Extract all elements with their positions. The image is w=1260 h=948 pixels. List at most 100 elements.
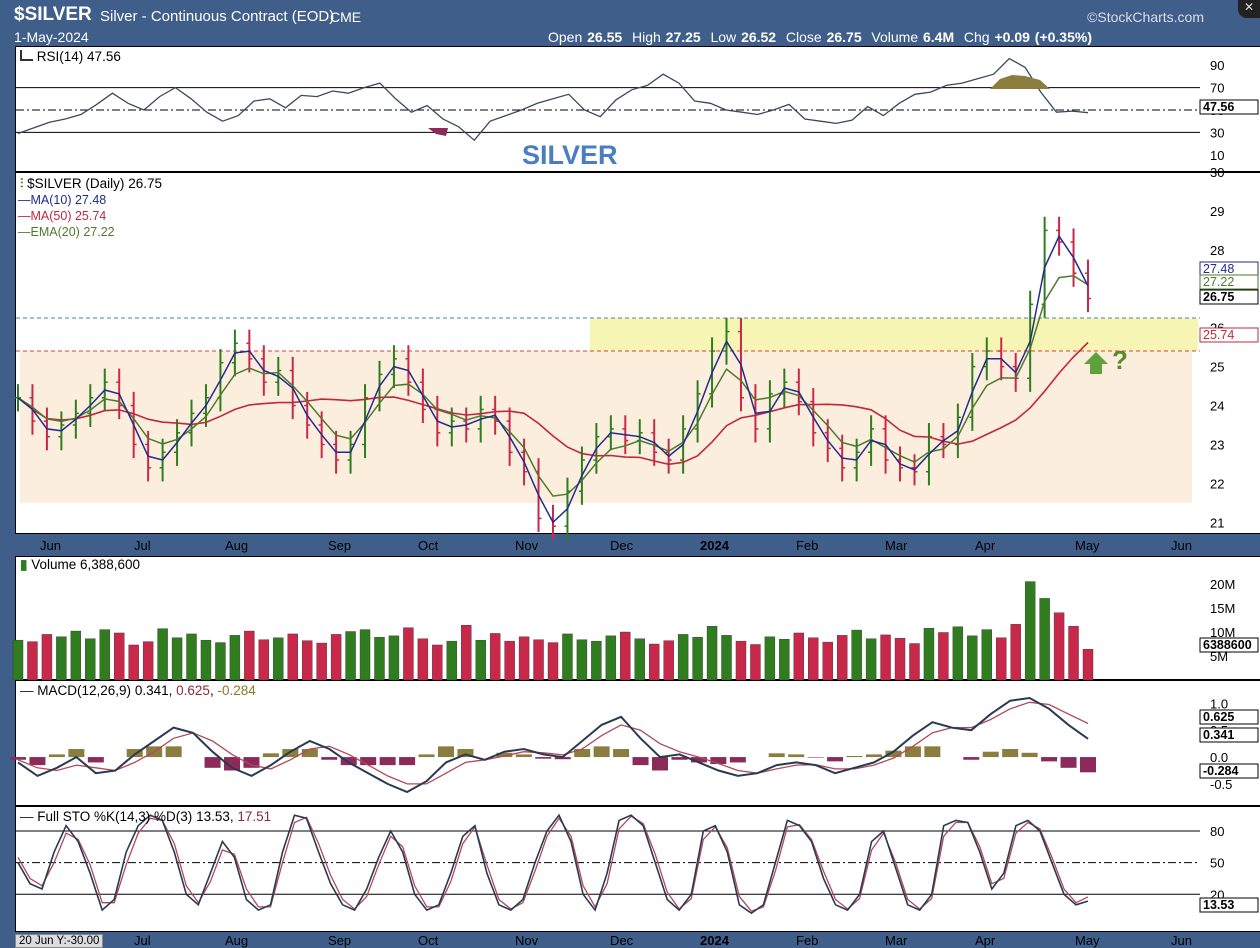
volume-tick-20M: 20M <box>1210 577 1235 592</box>
price-tick-23: 23 <box>1210 437 1224 452</box>
ema20-legend-value: 27.22 <box>83 225 115 239</box>
macd-hist-bar-35 <box>690 757 707 763</box>
volume-label: Volume 6,388,600 <box>31 557 141 572</box>
volume-bar-20 <box>301 640 313 681</box>
macd-legend-icon: — <box>20 683 34 698</box>
volume-bar-46 <box>677 634 689 681</box>
volume-bar-62 <box>909 643 920 681</box>
macd-hist-value: -0.284 <box>217 683 256 698</box>
volume-bar-71 <box>1039 598 1050 681</box>
volume-bar-61 <box>894 638 906 681</box>
month-label-top-6: Dec <box>610 538 634 553</box>
month-label-top-8: Feb <box>796 538 818 553</box>
month-label-bottom-6: Dec <box>610 933 634 948</box>
month-label-bottom-3: Sep <box>328 933 351 948</box>
volume-bar-70 <box>1024 581 1036 681</box>
rsi-axis-tag-box <box>1199 99 1259 115</box>
volume-axis-tag-box <box>1199 637 1259 653</box>
macd-hist-bar-12 <box>243 757 260 768</box>
month-label-top-10: Apr <box>975 538 996 553</box>
price-label: $SILVER (Daily) <box>27 176 125 191</box>
macd-hist-bar-47 <box>924 746 941 758</box>
ma50-legend-value: 25.74 <box>74 209 107 223</box>
macd-axis-tag-signal: 0.625 <box>1203 710 1234 724</box>
volume-bar-48 <box>706 626 718 681</box>
macd-hist-bar-13 <box>262 753 279 758</box>
low-label: Low <box>710 29 737 45</box>
close-axis-tag-box <box>1199 289 1259 305</box>
sto-d-line <box>17 815 1089 912</box>
volume-bar-36 <box>533 639 544 681</box>
macd-hist-bar-22 <box>438 746 454 758</box>
volume-tick-15M: 15M <box>1210 601 1235 616</box>
macd-axis <box>1200 680 1260 806</box>
rsi-overbought-fill <box>990 75 1050 89</box>
sto-k-value: 13.53 <box>196 809 230 824</box>
volume-bar-65 <box>952 626 964 681</box>
volume-bar-19 <box>287 633 298 681</box>
macd-axis-tag-signal-box <box>1199 709 1259 725</box>
macd-hist-bar-3 <box>68 749 85 758</box>
volume-bar-59 <box>865 638 877 681</box>
macd-axis-tag-macd: 0.341 <box>1203 728 1234 742</box>
volume-bar-68 <box>996 637 1007 681</box>
volume-bar-7 <box>114 632 125 681</box>
macd-tick--0.5: -0.5 <box>1210 777 1232 792</box>
price-legend: ⫶ $SILVER (Daily) 26.75 <box>20 176 162 192</box>
rsi-label: RSI(14) <box>36 49 84 64</box>
macd-axis-tag-hist-box <box>1199 763 1259 779</box>
rsi-tick-30: 30 <box>1210 125 1224 140</box>
volume-bar-17 <box>258 639 270 681</box>
volume-bar-15 <box>229 635 241 681</box>
volume-bar-51 <box>750 644 761 681</box>
month-label-top-3: Sep <box>328 538 351 553</box>
rsi-legend-icon <box>20 50 33 61</box>
month-label-bottom-10: Apr <box>975 933 996 948</box>
volume-bar-32 <box>475 639 486 681</box>
rsi-axis-tag: 47.56 <box>1203 100 1234 114</box>
close-value: 26.75 <box>826 29 862 45</box>
price-tick-28: 28 <box>1210 243 1224 258</box>
volume-bar-27 <box>403 627 414 681</box>
chart-annotation-title: SILVER <box>522 140 618 170</box>
macd-tick-1.0: 1.0 <box>1210 696 1228 711</box>
macd-hist-bar-17 <box>340 757 357 766</box>
up-arrow-icon <box>1084 352 1108 374</box>
volume-bar-1 <box>27 641 38 681</box>
price-tick-29: 29 <box>1210 204 1224 219</box>
macd-hist-bar-29 <box>574 749 591 758</box>
macd-hist-bar-52 <box>1021 752 1038 758</box>
exchange-label: CME <box>330 9 362 25</box>
volume-bar-58 <box>851 629 862 681</box>
close-icon[interactable]: ✕ <box>1238 0 1260 18</box>
volume-axis <box>1200 556 1260 680</box>
symbol-label: $SILVER <box>14 4 92 25</box>
month-label-bottom-12: Jun <box>1171 933 1192 948</box>
price-tick-24: 24 <box>1210 399 1224 414</box>
macd-hist-bar-41 <box>807 757 824 758</box>
volume-bar-53 <box>779 639 790 681</box>
volume-bar-47 <box>692 637 703 681</box>
volume-bar-64 <box>938 632 949 681</box>
macd-hist-bar-51 <box>1002 749 1019 758</box>
macd-hist-bar-15 <box>301 749 318 758</box>
volume-bar-54 <box>793 632 805 681</box>
volume-bar-30 <box>446 640 457 681</box>
ma50-line <box>17 341 1089 466</box>
chg-value: +0.09 (+0.35%) <box>994 29 1092 45</box>
macd-panel <box>15 680 1201 806</box>
month-label-bottom-1: Jul <box>134 933 151 948</box>
macd-hist-bar-11 <box>224 757 240 771</box>
sto-legend-icon: — <box>20 809 34 824</box>
sto-k-line <box>17 813 1089 915</box>
volume-bar-35 <box>518 636 530 681</box>
ma10-axis-tag: 27.48 <box>1203 262 1234 276</box>
sto-axis-tag: 13.53 <box>1203 898 1234 912</box>
volume-bar-44 <box>649 643 660 681</box>
macd-hist-bar-8 <box>165 746 182 758</box>
volume-bar-4 <box>70 630 82 681</box>
price-last: 26.75 <box>128 176 162 191</box>
macd-hist-bar-32 <box>632 757 649 766</box>
month-label-bottom-7: 2024 <box>700 933 730 948</box>
question-annotation: ? <box>1112 345 1128 375</box>
